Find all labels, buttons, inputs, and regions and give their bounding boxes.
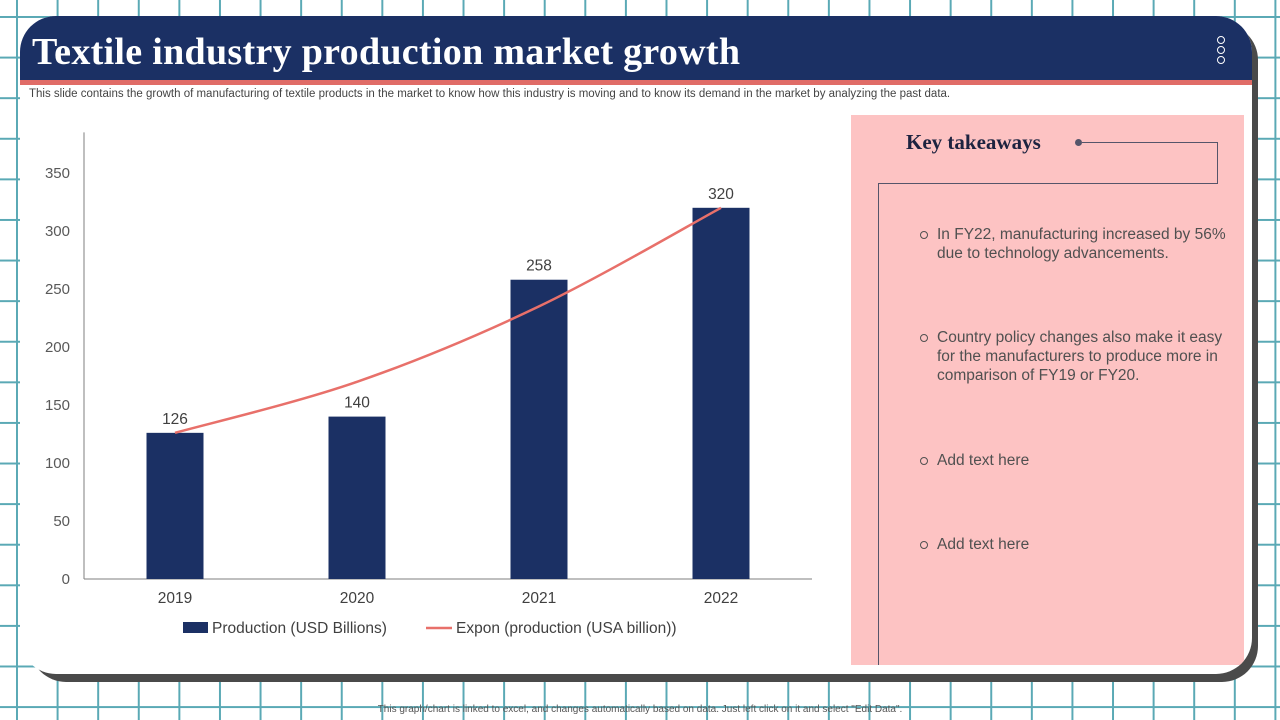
legend-label-expon: Expon (production (USA billion)) bbox=[456, 620, 677, 637]
y-tick-label: 250 bbox=[45, 281, 70, 298]
connector-line bbox=[878, 183, 879, 665]
takeaway-text: Add text here bbox=[937, 536, 1030, 553]
takeaway-item: Country policy changes also make it easy… bbox=[920, 328, 1240, 385]
x-tick-label: 2022 bbox=[704, 590, 738, 607]
y-tick-label: 300 bbox=[45, 223, 70, 240]
key-takeaways-panel: Key takeaways In FY22, manufacturing inc… bbox=[851, 115, 1244, 665]
title-bar: Textile industry production market growt… bbox=[20, 16, 1252, 85]
y-tick-label: 50 bbox=[53, 513, 70, 530]
takeaways-title: Key takeaways bbox=[906, 130, 1041, 154]
bullet-circle-icon bbox=[920, 457, 928, 465]
x-tick-label: 2021 bbox=[522, 590, 556, 607]
connector-line bbox=[1082, 142, 1217, 143]
bar-data-label: 126 bbox=[162, 411, 188, 428]
bullet-circle-icon bbox=[920, 541, 928, 549]
takeaway-item: Add text here bbox=[920, 535, 1240, 554]
page-title: Textile industry production market growt… bbox=[32, 31, 741, 73]
bar-data-label: 140 bbox=[344, 395, 370, 412]
production-chart: 0 50 100 150 200 250 300 350 126 140 258 320 2019 202… bbox=[45, 132, 812, 637]
y-tick-label: 150 bbox=[45, 397, 70, 414]
bullet-circle-icon bbox=[920, 334, 928, 342]
connector-dot bbox=[1075, 139, 1082, 146]
connector-line bbox=[878, 183, 1218, 184]
trend-line bbox=[174, 206, 722, 435]
takeaway-text: Add text here bbox=[937, 452, 1030, 469]
x-tick-label: 2019 bbox=[158, 590, 192, 607]
takeaway-text: In FY22, manufacturing increased by 56% … bbox=[937, 226, 1226, 262]
page-subtitle: This slide contains the growth of manufa… bbox=[29, 88, 951, 100]
footer-note: This graph/chart is linked to excel, and… bbox=[377, 704, 903, 715]
connector-line bbox=[1217, 142, 1218, 183]
bar-data-label: 258 bbox=[526, 258, 552, 275]
legend-label-production: Production (USD Billions) bbox=[212, 620, 387, 637]
slide-card: Textile industry production market growt… bbox=[20, 16, 1252, 674]
bar bbox=[692, 207, 750, 580]
bar-data-label: 320 bbox=[708, 186, 734, 203]
y-tick-label: 350 bbox=[45, 165, 70, 182]
takeaway-item: Add text here bbox=[920, 451, 1240, 470]
bar bbox=[146, 432, 204, 579]
y-tick-label: 200 bbox=[45, 339, 70, 356]
bar bbox=[328, 416, 386, 579]
x-tick-label: 2020 bbox=[340, 590, 375, 607]
y-tick-label: 0 bbox=[62, 571, 70, 588]
bar bbox=[510, 279, 568, 579]
y-tick-label: 100 bbox=[45, 455, 70, 472]
more-options-icon[interactable] bbox=[1214, 36, 1228, 66]
bullet-circle-icon bbox=[920, 231, 928, 239]
legend-swatch-bar bbox=[183, 622, 208, 633]
takeaway-text: Country policy changes also make it easy… bbox=[937, 329, 1223, 384]
takeaway-item: In FY22, manufacturing increased by 56% … bbox=[920, 225, 1240, 263]
